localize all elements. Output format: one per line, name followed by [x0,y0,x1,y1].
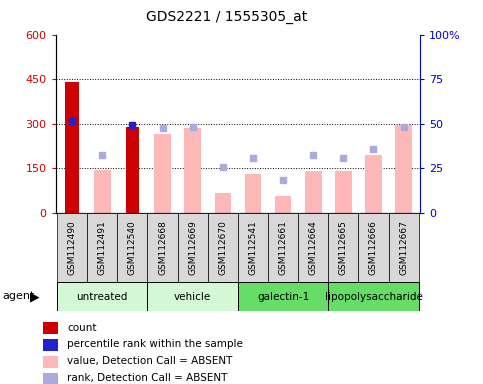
Text: GSM112666: GSM112666 [369,220,378,275]
Text: value, Detection Call = ABSENT: value, Detection Call = ABSENT [67,356,232,366]
Bar [57,213,87,282]
Bar [178,213,208,282]
Text: GSM112664: GSM112664 [309,220,318,275]
Bar [147,213,178,282]
Text: GDS2221 / 1555305_at: GDS2221 / 1555305_at [146,10,308,23]
Bar [57,282,147,311]
Bar [43,372,58,384]
Bar [245,174,261,213]
Bar [43,356,58,368]
Text: GSM112667: GSM112667 [399,220,408,275]
Text: GSM112665: GSM112665 [339,220,348,275]
Text: vehicle: vehicle [174,291,211,302]
Bar [43,339,58,351]
Bar [147,282,238,311]
Bar [87,213,117,282]
Bar [185,128,201,213]
Text: ▶: ▶ [30,290,40,303]
Text: lipopolysaccharide: lipopolysaccharide [325,291,423,302]
Bar [305,172,322,213]
Text: count: count [67,323,97,333]
Text: galectin-1: galectin-1 [257,291,309,302]
Bar [117,213,147,282]
Bar [328,282,419,311]
Bar [94,170,111,213]
Bar [328,213,358,282]
Text: GSM112541: GSM112541 [248,220,257,275]
Text: GSM112668: GSM112668 [158,220,167,275]
Bar [208,213,238,282]
Text: GSM112669: GSM112669 [188,220,197,275]
Bar [126,127,139,213]
Text: untreated: untreated [77,291,128,302]
Bar [335,172,352,213]
Bar [396,125,412,213]
Bar [298,213,328,282]
Bar [214,193,231,213]
Bar [65,82,79,213]
Text: GSM112540: GSM112540 [128,220,137,275]
Text: GSM112661: GSM112661 [279,220,287,275]
Bar [268,213,298,282]
Text: GSM112670: GSM112670 [218,220,227,275]
Bar [238,213,268,282]
Bar [43,322,58,334]
Bar [154,134,171,213]
Text: GSM112490: GSM112490 [68,220,77,275]
Bar [388,213,419,282]
Bar [275,196,291,213]
Bar [358,213,388,282]
Bar [365,155,382,213]
Text: percentile rank within the sample: percentile rank within the sample [67,339,243,349]
Text: GSM112491: GSM112491 [98,220,107,275]
Text: agent: agent [2,291,35,301]
Bar [238,282,328,311]
Text: rank, Detection Call = ABSENT: rank, Detection Call = ABSENT [67,373,227,383]
